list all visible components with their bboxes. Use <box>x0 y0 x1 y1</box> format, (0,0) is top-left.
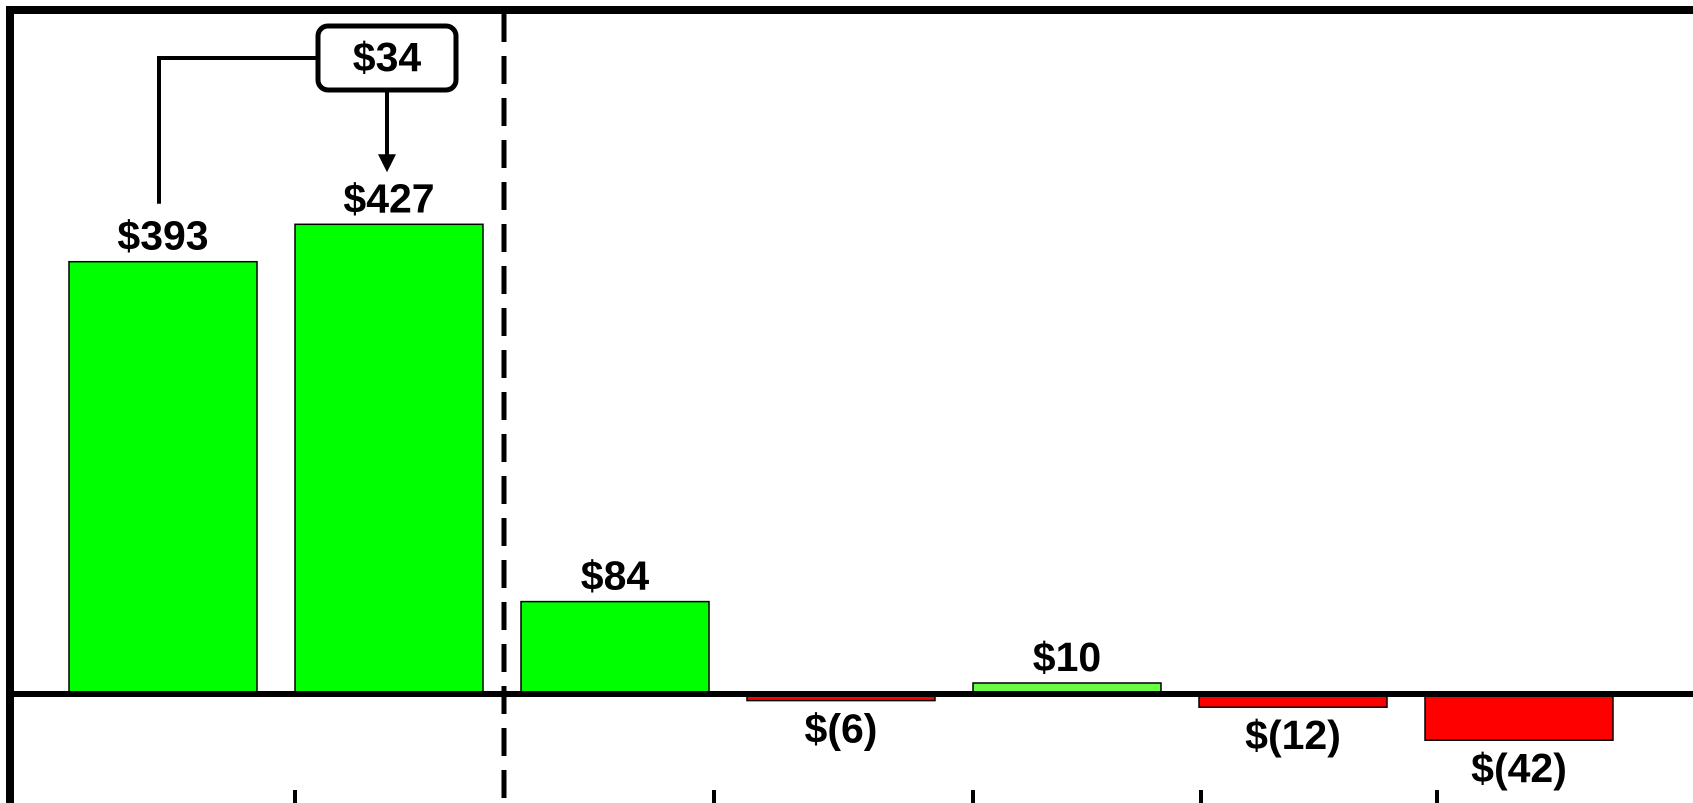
data-label-2: $84 <box>581 553 650 599</box>
data-labels: $393 $427 $84 $(6) $10 $(12) $(42) <box>117 175 1566 791</box>
data-label-1: $427 <box>343 175 434 221</box>
bar-2 <box>520 600 710 695</box>
data-label-6: $(42) <box>1471 745 1567 791</box>
chart-frame <box>6 6 1693 803</box>
callout-label: $34 <box>353 34 422 80</box>
category-ticks <box>293 790 1439 803</box>
data-label-3: $(6) <box>805 706 878 752</box>
bars-layer <box>68 223 1614 741</box>
data-label-5: $(12) <box>1245 712 1341 758</box>
change-callout: $34 <box>157 23 459 204</box>
bar-1 <box>294 223 484 695</box>
data-label-4: $10 <box>1033 634 1101 680</box>
callout-box <box>315 23 459 93</box>
bar-0 <box>68 260 258 695</box>
bar-6 <box>1424 693 1614 741</box>
callout-arrow-head <box>378 154 396 173</box>
callout-connector <box>157 56 318 204</box>
data-label-0: $393 <box>117 213 208 259</box>
